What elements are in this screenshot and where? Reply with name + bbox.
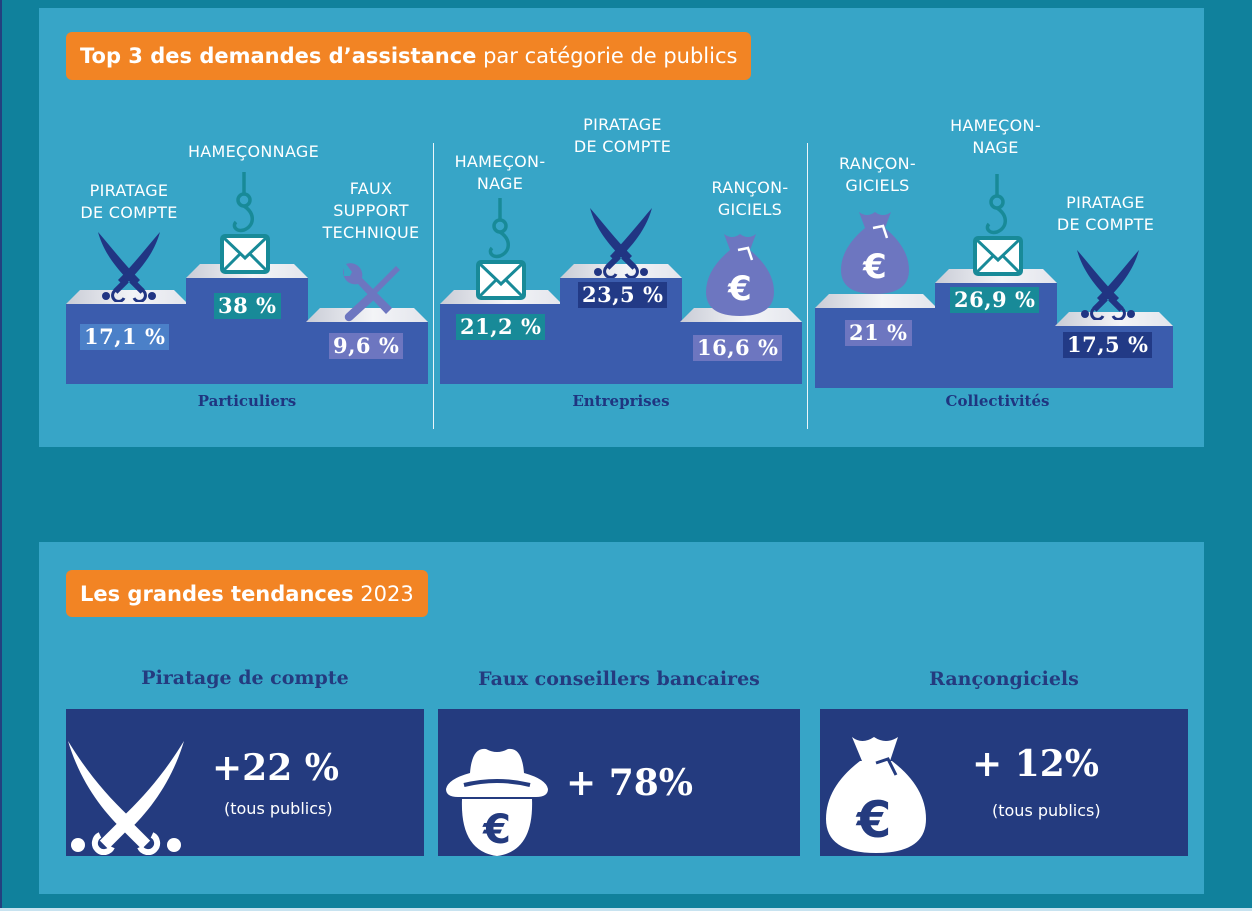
euro-money-bag-icon: €: [706, 234, 774, 316]
group-name: Particuliers: [197, 392, 297, 410]
crossed-swords-icon: [68, 741, 184, 855]
trend-value: + 78%: [566, 762, 694, 804]
category-label: FAUX SUPPORT TECHNIQUE: [322, 179, 420, 242]
trend-value: +22 %: [212, 747, 340, 789]
crossed-swords-icon: [590, 208, 652, 278]
trend-note: (tous publics): [224, 799, 333, 818]
top3-title-light: par catégorie de publics: [483, 44, 738, 68]
percentage-value: 23,5 %: [578, 282, 668, 308]
category-label: HAMEÇON- NAGE: [454, 152, 546, 193]
crossed-swords-icon: [98, 232, 160, 302]
top3-title: Top 3 des demandes d’assistance par caté…: [66, 32, 752, 80]
trends-title-year: 2023: [360, 581, 414, 606]
trends-panel: Les grandes tendances 2023 Piratage de c…: [39, 542, 1204, 894]
trend-card-faux-conseillers: € + 78%: [438, 709, 800, 856]
podium-step-center: [186, 264, 308, 384]
phishing-hook-envelope-icon: [973, 174, 1023, 276]
group-name: Entreprises: [572, 392, 670, 410]
trend-title: Faux conseillers bancaires: [478, 668, 760, 690]
hat-euro-fraudster-icon: €: [446, 748, 548, 856]
category-label: HAMEÇONNAGE: [187, 142, 320, 161]
phishing-hook-envelope-icon: [476, 198, 526, 300]
percentage-value: 26,9 %: [950, 287, 1040, 313]
euro-money-bag-icon: €: [826, 737, 926, 853]
svg-text:€: €: [727, 269, 752, 309]
category-label: PIRATAGE DE COMPTE: [80, 181, 178, 222]
percentage-value: 17,1 %: [80, 324, 170, 350]
category-label: PIRATAGE DE COMPTE: [1056, 193, 1155, 234]
left-edge-strip: [0, 0, 2, 911]
svg-text:€: €: [856, 791, 892, 849]
bottom-edge-strip: [0, 908, 1252, 911]
percentage-value: 17,5 %: [1063, 332, 1153, 358]
category-label: HAMEÇON- NAGE: [950, 116, 1041, 157]
phishing-hook-envelope-icon: [220, 172, 270, 274]
crossed-swords-icon: [1077, 250, 1139, 320]
trend-card-piratage: +22 % (tous publics): [66, 709, 424, 856]
percentage-value: 21 %: [845, 320, 912, 346]
svg-text:€: €: [862, 247, 887, 287]
category-label: RANÇON- GICIELS: [839, 154, 916, 195]
trend-title: Piratage de compte: [141, 667, 349, 689]
wrench-screwdriver-icon: [343, 263, 400, 322]
top3-panel: Top 3 des demandes d’assistance par caté…: [39, 8, 1204, 447]
trends-title: Les grandes tendances 2023: [66, 570, 428, 617]
percentage-value: 9,6 %: [329, 333, 404, 359]
percentage-value: 21,2 %: [456, 314, 546, 340]
svg-text:€: €: [482, 807, 511, 853]
trend-note: (tous publics): [992, 801, 1101, 820]
trend-value: + 12%: [972, 743, 1100, 785]
category-label: PIRATAGE DE COMPTE: [573, 115, 672, 156]
trends-title-bold: Les grandes tendances: [80, 581, 354, 606]
percentage-value: 16,6 %: [693, 335, 783, 361]
group-name: Collectivités: [945, 392, 1050, 410]
category-label: RANÇON- GICIELS: [711, 178, 789, 219]
group-divider: [807, 143, 808, 429]
top3-title-bold: Top 3 des demandes d’assistance: [80, 44, 477, 68]
percentage-value: 38 %: [214, 293, 281, 319]
trend-title: Rançongiciels: [929, 668, 1079, 690]
euro-money-bag-icon: €: [841, 212, 909, 294]
group-divider: [433, 143, 434, 429]
trend-card-rancongiciels: € + 12% (tous publics): [820, 709, 1188, 856]
